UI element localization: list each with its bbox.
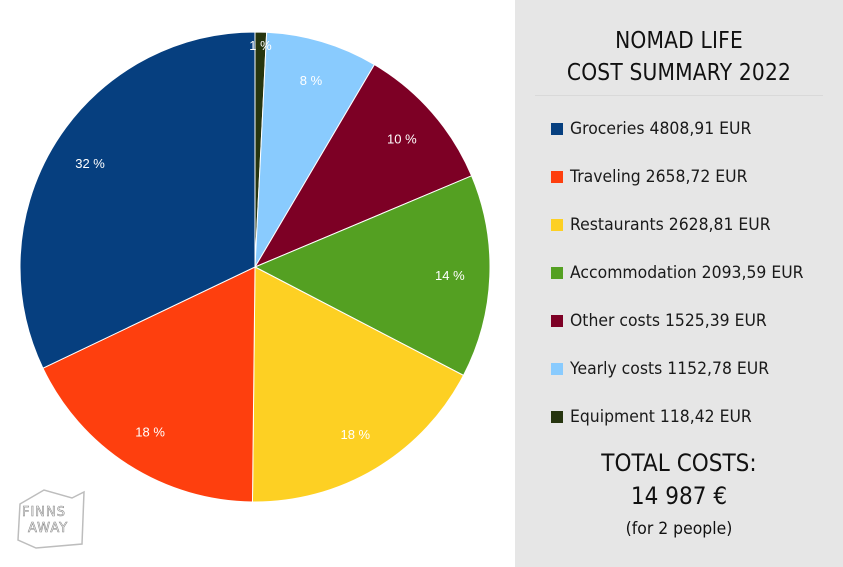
legend-label-accommodation: Accommodation 2093,59 EUR: [570, 263, 804, 283]
legend-label-other: Other costs 1525,39 EUR: [570, 311, 767, 331]
legend-item-restaurants: Restaurants 2628,81 EUR: [551, 213, 788, 237]
pie-slice-yearly: [254, 31, 376, 268]
legend-label-groceries: Groceries 4808,91 EUR: [570, 119, 752, 139]
pie-slice-other: [253, 63, 473, 269]
pie-label-yearly: 8 %: [300, 73, 323, 88]
legend-item-equipment: Equipment 118,42 EUR: [551, 405, 768, 429]
pie-slice-groceries: [19, 31, 256, 369]
legend-swatch-restaurants: [551, 219, 563, 231]
total-costs-note: (for 2 people): [625, 519, 733, 539]
legend-swatch-other: [551, 315, 563, 327]
pie-slice-restaurants: [251, 266, 465, 503]
legend-item-groceries: Groceries 4808,91 EUR: [551, 117, 767, 141]
pie-slice-traveling: [42, 266, 256, 503]
legend-item-accommodation: Accommodation 2093,59 EUR: [551, 261, 824, 285]
legend-swatch-traveling: [551, 171, 563, 183]
pie-chart: 1 % 8 % 10 % 14 % 18 % 18 % 32 % FINNS AWAY: [17, 31, 491, 549]
legend-swatch-equipment: [551, 411, 563, 423]
legend-label-traveling: Traveling 2658,72 EUR: [570, 167, 748, 187]
legend-item-other: Other costs 1525,39 EUR: [551, 309, 784, 333]
pie-label-accommodation: 14 %: [435, 268, 465, 283]
pie-label-groceries: 32 %: [75, 156, 105, 171]
total-costs-value: 14 987 €: [630, 482, 728, 510]
legend-swatch-yearly: [551, 363, 563, 375]
pie-label-other: 10 %: [387, 132, 417, 147]
pie-label-traveling: 18 %: [135, 424, 165, 439]
summary-panel: NOMAD LIFE COST SUMMARY 2022 Groceries 4…: [515, 0, 843, 567]
pie-chart-svg: 1 % 8 % 10 % 14 % 18 % 18 % 32 %: [19, 31, 491, 503]
panel-title-line2: COST SUMMARY 2022: [566, 60, 792, 86]
pie-slice-accommodation: [253, 175, 491, 377]
legend-label-equipment: Equipment 118,42 EUR: [570, 407, 752, 427]
legend-item-yearly: Yearly costs 1152,78 EUR: [551, 357, 786, 381]
legend-label-yearly: Yearly costs 1152,78 EUR: [570, 359, 770, 379]
logo-text-line1: FINNS: [22, 505, 66, 520]
pie-label-restaurants: 18 %: [340, 427, 370, 442]
panel-title-line1: NOMAD LIFE: [615, 28, 743, 54]
legend-label-restaurants: Restaurants 2628,81 EUR: [570, 215, 771, 235]
legend-swatch-accommodation: [551, 267, 563, 279]
title-divider: [535, 95, 823, 96]
logo-house-outline: [17, 489, 85, 549]
legend-swatch-groceries: [551, 123, 563, 135]
finnsaway-logo: FINNS AWAY: [17, 489, 85, 549]
pie-label-equipment: 1 %: [249, 38, 272, 53]
logo-text-line2: AWAY: [28, 521, 68, 536]
total-costs-label: TOTAL COSTS:: [601, 449, 757, 477]
legend-item-traveling: Traveling 2658,72 EUR: [551, 165, 763, 189]
